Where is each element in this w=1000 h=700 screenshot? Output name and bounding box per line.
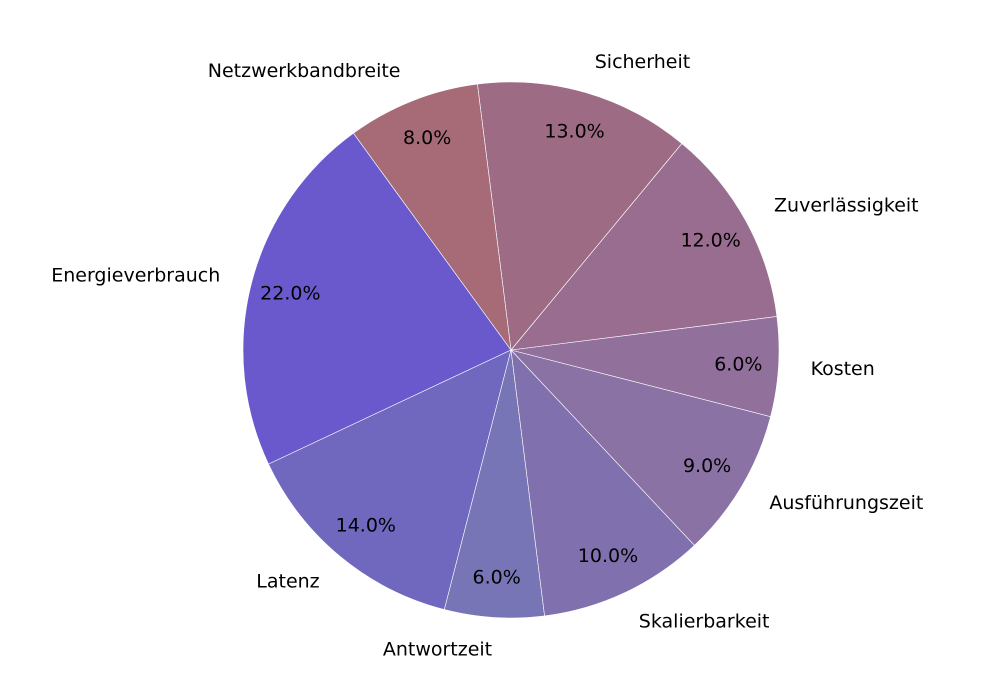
pct-label-netzwerkbandbreite: 8.0% — [403, 127, 451, 149]
category-label-netzwerkbandbreite: Netzwerkbandbreite — [208, 60, 401, 82]
category-label-energieverbrauch: Energieverbrauch — [51, 264, 220, 286]
pct-label-latenz: 14.0% — [336, 515, 396, 537]
category-label-antwortzeit: Antwortzeit — [383, 639, 492, 661]
category-label-kosten: Kosten — [811, 358, 875, 380]
category-label-latenz: Latenz — [256, 570, 319, 592]
pie-slice-latenz — [268, 349, 512, 610]
category-label-ausfuehrungszeit: Ausführungszeit — [769, 492, 923, 514]
pie-slice-sicherheit — [477, 81, 683, 351]
pct-label-sicherheit: 13.0% — [544, 120, 604, 142]
pie-slice-ausfuehrungszeit — [510, 349, 771, 546]
category-label-zuverlaessigkeit: Zuverlässigkeit — [774, 194, 919, 216]
pie-slice-netzwerkbandbreite — [353, 83, 512, 351]
pct-label-zuverlaessigkeit: 12.0% — [680, 229, 740, 251]
pct-label-kosten: 6.0% — [714, 353, 762, 375]
pct-label-antwortzeit: 6.0% — [473, 566, 521, 588]
pct-label-energieverbrauch: 22.0% — [260, 282, 320, 304]
pct-label-ausfuehrungszeit: 9.0% — [683, 455, 731, 477]
slices-layer — [242, 81, 780, 619]
category-label-sicherheit: Sicherheit — [595, 51, 690, 73]
pct-label-skalierbarkeit: 10.0% — [578, 545, 638, 567]
labels-layer: 22.0% Energieverbrauch 14.0% Latenz 6.0% Antw… — [51, 51, 923, 661]
pie-slice-zuverlaessigkeit — [510, 143, 778, 351]
category-label-skalierbarkeit: Skalierbarkeit — [639, 611, 770, 633]
pie-slice-skalierbarkeit — [510, 349, 695, 617]
